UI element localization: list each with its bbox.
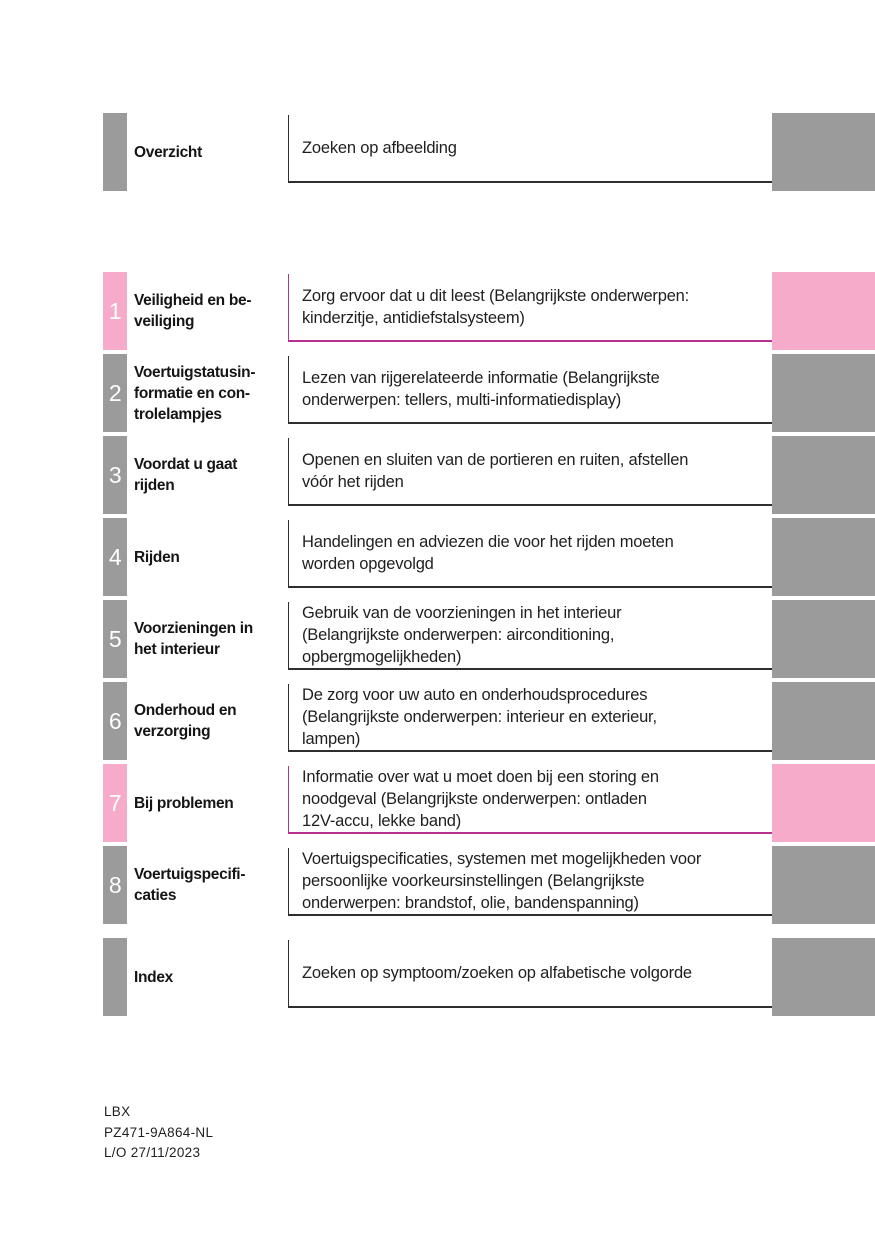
- chapter-8-thumb-tab: [772, 846, 875, 924]
- chapter-1-thumb-tab: [772, 272, 875, 350]
- chapter-2-title: Voertuigstatusin- formatie en con- trole…: [134, 363, 256, 423]
- chapter-4-title: Rijden: [134, 548, 180, 566]
- index-title: Index: [134, 968, 173, 986]
- chapter-5-number: 5: [108, 625, 122, 652]
- toc-row-7: 7 Bij problemen Informatie over wat u mo…: [103, 764, 875, 842]
- toc-row-2: 2 Voertuigstatusin- formatie en con- tro…: [103, 354, 875, 432]
- chapter-2-description-box: Lezen van rijgerelateerde informatie (Be…: [288, 356, 772, 424]
- chapter-6-title: Onderhoud en verzorging: [134, 702, 237, 740]
- chapter-5-description: Gebruik van de voorzieningen in het inte…: [302, 604, 622, 666]
- chapter-4-number-block: 4: [103, 518, 127, 596]
- chapter-1-number: 1: [108, 297, 122, 324]
- toc-row-6: 6 Onderhoud en verzorging De zorg voor u…: [103, 682, 875, 760]
- overview-chapter-block: [103, 113, 127, 191]
- chapter-5-title: Voorzieningen in het interieur: [134, 620, 253, 658]
- chapter-6-description: De zorg voor uw auto en onderhoudsproced…: [302, 686, 657, 748]
- chapter-7-description-box: Informatie over wat u moet doen bij een …: [288, 766, 772, 834]
- chapter-3-thumb-tab: [772, 436, 875, 514]
- chapter-1-number-block: 1: [103, 272, 127, 350]
- chapter-4-thumb-tab: [772, 518, 875, 596]
- toc-row-1: 1 Veiligheid en be- veiliging Zorg ervoo…: [103, 272, 875, 350]
- chapter-8-title: Voertuigspecifi- caties: [134, 866, 246, 904]
- index-group: Index Zoeken op symptoom/zoeken op alfab…: [103, 938, 875, 1020]
- footer-model-code: LBX: [104, 1104, 131, 1119]
- index-description: Zoeken op symptoom/zoeken op alfabetisch…: [302, 964, 692, 982]
- chapter-7-title: Bij problemen: [134, 794, 234, 812]
- toc-row-5: 5 Voorzieningen in het interieur Gebruik…: [103, 600, 875, 678]
- chapter-5-thumb-tab: [772, 600, 875, 678]
- toc-row-index: Index Zoeken op symptoom/zoeken op alfab…: [103, 938, 875, 1016]
- index-description-box: Zoeken op symptoom/zoeken op alfabetisch…: [288, 940, 772, 1008]
- toc-row-3: 3 Voordat u gaat rijden Openen en sluite…: [103, 436, 875, 514]
- chapter-8-description-box: Voertuigspecificaties, systemen met moge…: [288, 848, 772, 916]
- overview-description: Zoeken op afbeelding: [302, 139, 457, 157]
- overview-title: Overzicht: [134, 143, 202, 161]
- chapter-6-thumb-tab: [772, 682, 875, 760]
- chapter-4-description-box: Handelingen en adviezen die voor het rij…: [288, 520, 772, 588]
- footer-layout-date: L/O 27/11/2023: [104, 1145, 201, 1160]
- chapter-6-number-block: 6: [103, 682, 127, 760]
- index-thumb-tab: [772, 938, 875, 1016]
- chapter-7-number-block: 7: [103, 764, 127, 842]
- chapter-4-description: Handelingen en adviezen die voor het rij…: [302, 533, 674, 573]
- chapter-1-description: Zorg ervoor dat u dit leest (Belangrijks…: [302, 287, 690, 327]
- chapter-7-thumb-tab: [772, 764, 875, 842]
- toc-row-overview: Overzicht Zoeken op afbeelding: [103, 113, 875, 191]
- index-chapter-block: [103, 938, 127, 1016]
- chapter-3-description: Openen en sluiten van de portieren en ru…: [302, 451, 689, 491]
- sections-group: 1 Veiligheid en be- veiliging Zorg ervoo…: [103, 272, 875, 928]
- overview-description-box: Zoeken op afbeelding: [288, 115, 772, 183]
- chapter-1-description-box: Zorg ervoor dat u dit leest (Belangrijks…: [288, 274, 772, 342]
- chapter-6-description-box: De zorg voor uw auto en onderhoudsproced…: [288, 684, 772, 752]
- chapter-6-number: 6: [108, 707, 122, 734]
- page-footer: LBX PZ471-9A864-NL L/O 27/11/2023: [104, 1102, 213, 1164]
- overview-thumb-tab: [772, 113, 875, 191]
- chapter-8-number-block: 8: [103, 846, 127, 924]
- chapter-3-title: Voordat u gaat rijden: [134, 456, 238, 494]
- toc-row-8: 8 Voertuigspecifi- caties Voertuigspecif…: [103, 846, 875, 924]
- chapter-5-description-box: Gebruik van de voorzieningen in het inte…: [288, 602, 772, 670]
- chapter-2-thumb-tab: [772, 354, 875, 432]
- chapter-3-number: 3: [108, 461, 122, 488]
- chapter-2-number: 2: [108, 379, 122, 406]
- footer-publication-number: PZ471-9A864-NL: [104, 1124, 214, 1140]
- chapter-8-number: 8: [108, 871, 122, 898]
- chapter-4-number: 4: [108, 543, 122, 570]
- chapter-2-number-block: 2: [103, 354, 127, 432]
- chapter-3-number-block: 3: [103, 436, 127, 514]
- chapter-8-description: Voertuigspecificaties, systemen met moge…: [302, 850, 702, 912]
- toc-row-4: 4 Rijden Handelingen en adviezen die voo…: [103, 518, 875, 596]
- overview-group: Overzicht Zoeken op afbeelding: [103, 113, 875, 195]
- chapter-7-number: 7: [108, 789, 122, 816]
- chapter-1-title: Veiligheid en be- veiliging: [134, 292, 252, 330]
- chapter-7-description: Informatie over wat u moet doen bij een …: [302, 768, 659, 830]
- chapter-5-number-block: 5: [103, 600, 127, 678]
- chapter-3-description-box: Openen en sluiten van de portieren en ru…: [288, 438, 772, 506]
- chapter-2-description: Lezen van rijgerelateerde informatie (Be…: [302, 369, 660, 409]
